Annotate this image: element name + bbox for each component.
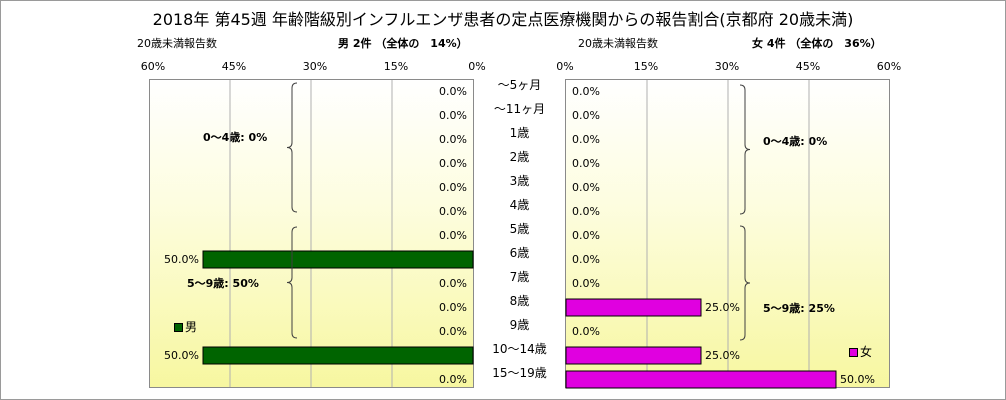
male-value-label: 0.0% <box>439 133 467 146</box>
male-value-label: 0.0% <box>439 157 467 170</box>
female-value-label: 0.0% <box>572 157 600 170</box>
left-count-caption: 20歳未満報告数 <box>137 37 217 50</box>
female-value-label: 0.0% <box>572 85 600 98</box>
male-group-label-0-4: 0〜4歳: 0% <box>203 131 268 144</box>
left-tick: 30% <box>302 60 328 73</box>
female-bar <box>565 298 702 317</box>
male-value-label: 0.0% <box>439 229 467 242</box>
male-bar <box>202 346 474 365</box>
category-label: 7歳 <box>509 270 530 284</box>
female-value-label: 0.0% <box>572 229 600 242</box>
female-value-label: 0.0% <box>572 325 600 338</box>
male-group-label-5-9: 5〜9歳: 50% <box>187 277 259 290</box>
left-tick: 45% <box>221 60 247 73</box>
female-summary: 女 4件 （全体の 36%） <box>752 37 882 50</box>
category-label: 〜5ヶ月 <box>497 78 542 92</box>
female-brace-0-4 <box>739 84 751 215</box>
male-value-label: 0.0% <box>439 301 467 314</box>
left-tick: 15% <box>383 60 409 73</box>
category-label: 4歳 <box>509 198 530 212</box>
male-legend: 男 <box>174 318 197 335</box>
right-tick: 30% <box>714 60 740 73</box>
right-tick: 60% <box>876 60 902 73</box>
female-value-label: 0.0% <box>572 277 600 290</box>
category-label: 5歳 <box>509 222 530 236</box>
female-legend-label: 女 <box>860 345 873 359</box>
female-value-label: 25.0% <box>705 301 740 314</box>
female-group-label-0-4: 0〜4歳: 0% <box>763 135 828 148</box>
left-tick: 60% <box>140 60 166 73</box>
female-legend-swatch <box>849 348 858 357</box>
right-tick: 45% <box>795 60 821 73</box>
category-label: 1歳 <box>509 126 530 140</box>
category-label: 〜11ヶ月 <box>493 102 546 116</box>
chart-title: 2018年 第45週 年齢階級別インフルエンザ患者の定点医療機関からの報告割合(… <box>152 10 854 29</box>
female-value-label: 0.0% <box>572 133 600 146</box>
male-brace-5-9 <box>286 226 298 339</box>
male-value-label: 0.0% <box>439 109 467 122</box>
male-value-label: 0.0% <box>439 205 467 218</box>
category-label: 6歳 <box>509 246 530 260</box>
right-count-caption: 20歳未満報告数 <box>578 37 658 50</box>
male-bar <box>202 250 474 269</box>
female-value-label: 0.0% <box>572 205 600 218</box>
right-tick: 0% <box>556 60 574 73</box>
male-value-label: 0.0% <box>439 277 467 290</box>
female-brace-5-9 <box>739 225 751 341</box>
female-value-label: 0.0% <box>572 253 600 266</box>
female-group-label-5-9: 5〜9歳: 25% <box>763 302 835 315</box>
female-value-label: 0.0% <box>572 109 600 122</box>
female-value-label: 25.0% <box>705 349 740 362</box>
category-label: 15〜19歳 <box>492 366 547 380</box>
male-summary: 男 2件 （全体の 14%） <box>338 37 468 50</box>
male-legend-label: 男 <box>185 320 198 334</box>
category-label: 9歳 <box>509 318 530 332</box>
male-value-label: 0.0% <box>439 325 467 338</box>
male-value-label: 0.0% <box>439 85 467 98</box>
female-legend: 女 <box>849 343 872 360</box>
category-label: 2歳 <box>509 150 530 164</box>
male-legend-swatch <box>174 323 183 332</box>
female-value-label: 0.0% <box>572 181 600 194</box>
male-value-label: 0.0% <box>439 373 467 386</box>
male-brace-0-4 <box>286 82 298 213</box>
right-tick: 15% <box>633 60 659 73</box>
category-label: 10〜14歳 <box>492 342 547 356</box>
category-label: 3歳 <box>509 174 530 188</box>
category-label: 8歳 <box>509 294 530 308</box>
female-bar <box>565 346 702 365</box>
female-bar <box>565 370 837 389</box>
male-value-label: 50.0% <box>164 349 199 362</box>
male-value-label: 0.0% <box>439 181 467 194</box>
female-value-label: 50.0% <box>840 373 875 386</box>
male-value-label: 50.0% <box>164 253 199 266</box>
left-tick: 0% <box>468 60 486 73</box>
